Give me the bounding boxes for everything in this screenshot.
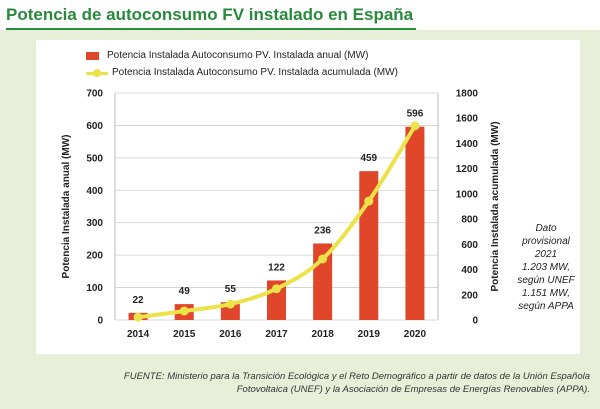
y2-tick-label: 600 [461,240,478,251]
x-tick-label: 2019 [358,329,381,340]
y2-axis-title: Potencia Instalada acumulada (MW) [490,121,501,291]
cumulative-point-2020 [410,121,420,131]
chart-card [36,40,580,354]
x-tick-label: 2016 [219,329,242,340]
cumulative-point-2015 [179,306,189,316]
y2-tick-label: 1200 [456,164,479,175]
chart-legend: Potencia Instalada Autoconsumo PV. Insta… [86,47,398,81]
y-tick-label: 0 [97,316,103,327]
legend-label-annual: Potencia Instalada Autoconsumo PV. Insta… [107,50,369,61]
note-line-1: Dato [535,223,557,234]
legend-bar-swatch [86,51,99,60]
bar-value-label: 236 [314,225,331,236]
note-line-6: 1.151 MW, [522,288,570,299]
legend-item-annual: Potencia Instalada Autoconsumo PV. Insta… [86,47,398,64]
bar-2020 [405,126,425,321]
x-tick-label: 2017 [265,329,288,340]
legend-label-cumulative: Potencia Instalada Autoconsumo PV. Insta… [112,67,398,78]
y-axis-title: Potencia Instalada anual (MW) [61,135,72,279]
y-tick-label: 200 [86,251,103,262]
y2-tick-label: 400 [461,265,478,276]
provisional-data-note: Dato provisional 2021 1.203 MW, según UN… [506,222,586,313]
bar-value-label: 49 [179,286,191,297]
x-tick-label: 2014 [127,329,150,340]
y-tick-label: 500 [86,153,103,164]
y2-tick-label: 1400 [456,139,479,150]
note-line-5: según UNEF [517,275,575,286]
y-tick-label: 100 [86,283,103,294]
y-tick-label: 300 [86,218,103,229]
note-line-3: 2021 [534,249,558,260]
legend-line-swatch [86,68,108,77]
y2-tick-label: 200 [461,290,478,301]
cumulative-point-2014 [133,312,143,322]
y-tick-label: 700 [86,89,103,100]
bar-value-label: 122 [268,262,285,273]
bar-value-label: 55 [225,284,237,295]
bar-value-label: 596 [407,109,424,120]
x-tick-label: 2015 [173,329,196,340]
note-line-4: 1.203 MW, [522,262,570,273]
note-line-7: según APPA [518,301,574,312]
cumulative-point-2016 [225,299,235,309]
bar-value-label: 459 [360,153,377,164]
cumulative-point-2017 [272,284,281,294]
note-line-2: provisional [522,236,570,247]
page-title: Potencia de autoconsumo FV instalado en … [6,5,416,30]
x-tick-label: 2018 [312,329,335,340]
x-tick-label: 2020 [404,329,427,340]
cumulative-point-2019 [364,196,374,206]
source-note: FUENTE: Ministerio para la Transición Ec… [70,370,590,396]
y2-tick-label: 800 [461,215,478,226]
source-line-1: FUENTE: Ministerio para la Transición Ec… [123,371,590,382]
y2-tick-label: 0 [472,316,478,327]
y-tick-label: 400 [86,186,103,197]
source-line-2: Fotovoltaica (UNEF) y la Asociación de E… [236,384,590,395]
y-tick-label: 600 [86,121,103,132]
y2-tick-label: 1600 [456,114,479,125]
cumulative-point-2018 [318,254,328,264]
y2-tick-label: 1000 [456,189,479,200]
bar-value-label: 22 [133,295,145,306]
y2-tick-label: 1800 [456,89,479,100]
legend-item-cumulative: Potencia Instalada Autoconsumo PV. Insta… [86,64,398,81]
